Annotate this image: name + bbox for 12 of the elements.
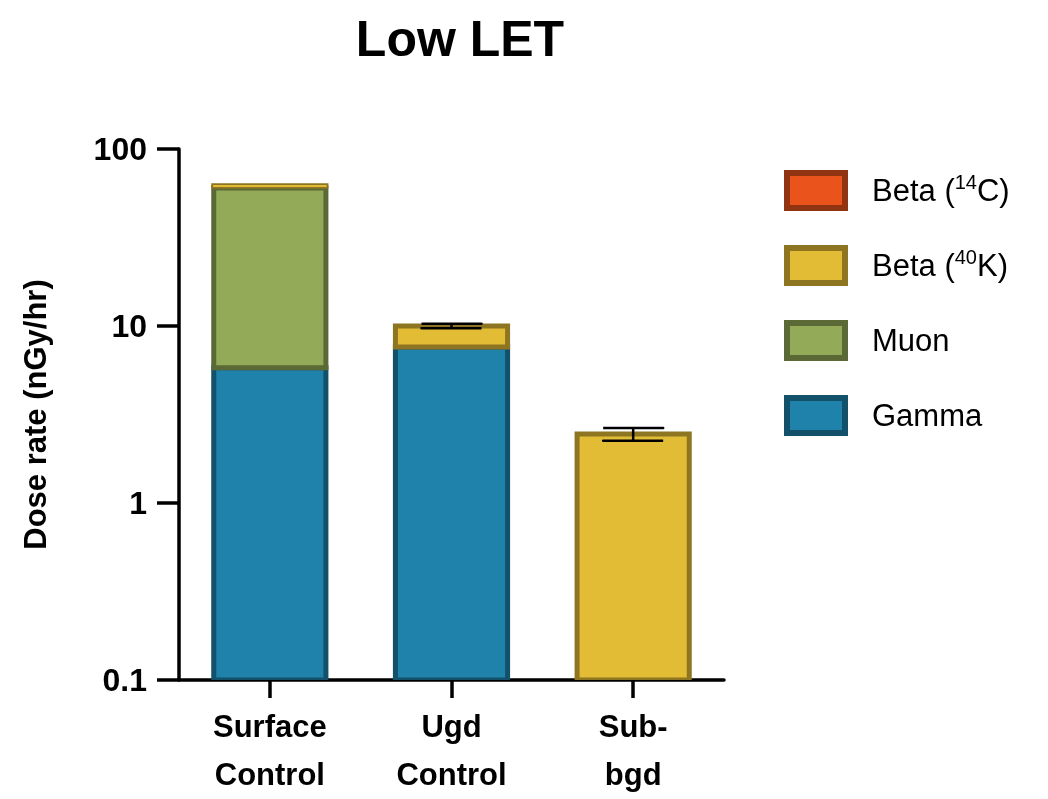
- legend-label: Muon: [872, 323, 950, 358]
- legend-label: Gamma: [872, 398, 983, 433]
- y-tick-label: 100: [93, 131, 147, 167]
- y-axis-title: Dose rate (nGy/hr): [18, 279, 53, 550]
- y-tick-label: 1: [129, 485, 147, 521]
- x-tick-label: Ugd Control: [396, 708, 507, 792]
- x-tick-label: Sub-bgd: [598, 708, 668, 792]
- y-tick-label: 10: [111, 308, 147, 344]
- y-tick-label: 0.1: [102, 662, 147, 698]
- bar: [211, 183, 329, 189]
- x-tick-label: Surface Control: [212, 708, 327, 792]
- chart-title: Low LET: [355, 11, 565, 67]
